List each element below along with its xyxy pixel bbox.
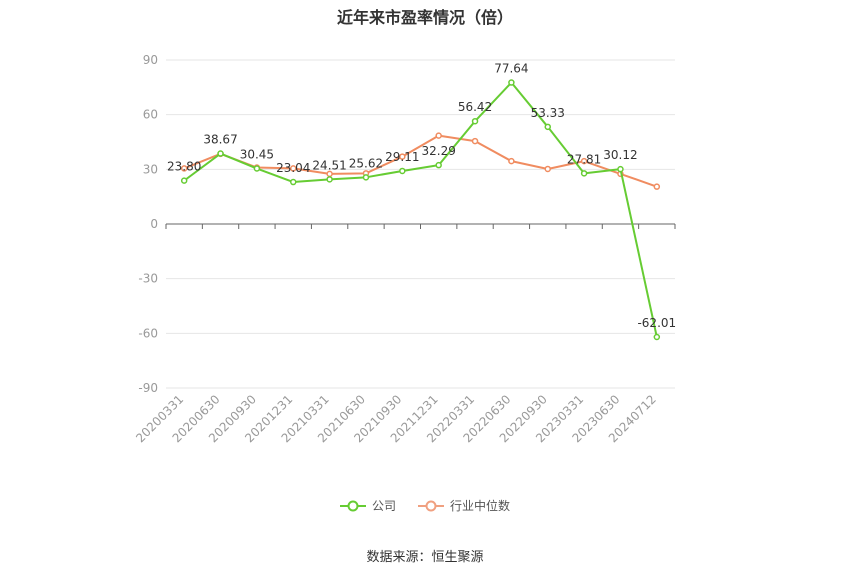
company-data-point — [399, 167, 406, 175]
company-data-point — [471, 117, 479, 125]
legend-company-label: 公司 — [371, 499, 396, 513]
y-tick-label: 90 — [143, 53, 158, 67]
industry-data-point — [544, 165, 551, 173]
company-data-point — [653, 333, 661, 341]
company-data-point — [180, 177, 188, 184]
legend-item-company[interactable]: 公司 — [339, 497, 396, 514]
company-data-point — [435, 161, 442, 169]
company-data-label: 77.64 — [494, 62, 528, 76]
company-data-label: 56.42 — [458, 100, 492, 114]
y-tick-label: -60 — [138, 326, 158, 340]
company-data-label: 23.04 — [276, 161, 310, 175]
data-source-note: 数据来源：恒生聚源 — [366, 550, 484, 565]
legend-industry-label: 行业中位数 — [450, 499, 511, 513]
chart-title: 近年来市盈率情况（倍） — [336, 8, 513, 27]
industry-data-point — [580, 157, 588, 165]
company-data-point — [290, 178, 297, 186]
industry-data-point — [435, 132, 442, 139]
company-data-label: 30.12 — [603, 148, 637, 162]
company-data-label: 53.33 — [531, 106, 565, 120]
company-data-point — [580, 170, 588, 177]
company-data-label: 30.45 — [240, 148, 274, 162]
company-data-label: 24.51 — [312, 158, 346, 172]
company-data-label: 32.29 — [421, 144, 455, 158]
company-data-label: -62.01 — [637, 316, 676, 330]
company-data-label: 23.80 — [167, 160, 201, 174]
company-data-point — [326, 176, 333, 183]
y-tick-label: 0 — [150, 217, 158, 231]
legend: 公司 行业中位数 — [0, 497, 850, 514]
company-data-label: 27.81 — [567, 152, 601, 166]
company-data-point — [253, 165, 261, 172]
company-data-point — [362, 174, 370, 181]
company-series-line — [183, 81, 658, 338]
legend-item-industry[interactable]: 行业中位数 — [418, 497, 510, 514]
company-data-point — [617, 165, 624, 173]
company-data-point — [508, 79, 515, 86]
y-tick-label: 60 — [143, 108, 158, 122]
company-data-point — [217, 150, 224, 157]
y-tick-label: -90 — [138, 381, 158, 395]
company-data-label: 29.11 — [385, 150, 419, 164]
industry-data-point — [399, 153, 406, 160]
industry-data-point — [508, 157, 515, 165]
industry-series-line — [183, 134, 658, 188]
y-tick-label: -30 — [138, 272, 158, 286]
company-data-label: 38.67 — [203, 133, 237, 147]
industry-data-point — [180, 165, 188, 172]
y-tick-label: 30 — [143, 162, 158, 176]
industry-data-point — [290, 165, 297, 172]
company-data-label: 25.62 — [349, 156, 383, 170]
industry-data-point — [471, 137, 479, 145]
legend-company-marker-icon — [339, 500, 366, 511]
company-data-point — [544, 123, 551, 131]
industry-data-point — [653, 183, 661, 190]
legend-industry-marker-icon — [418, 500, 444, 511]
